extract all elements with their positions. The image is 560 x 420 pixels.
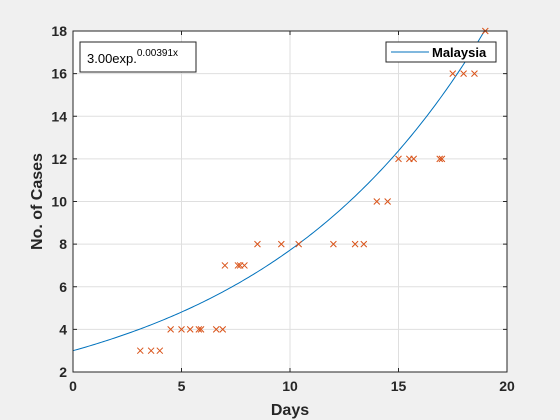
data-point: [234, 262, 242, 269]
data-point: [178, 326, 185, 333]
fit-curve-layer: [72, 30, 485, 352]
data-point: [351, 240, 359, 248]
y-tick-label: 14: [51, 108, 67, 124]
equation-annotation: 3.00exp.0.00391x: [79, 41, 197, 73]
data-point: [295, 240, 303, 248]
data-point: [373, 198, 381, 205]
data-point: [360, 240, 368, 248]
data-point: [241, 262, 248, 269]
annotation-base: 3.00exp.: [87, 51, 137, 66]
grid-lines: [73, 31, 507, 372]
data-point: [136, 347, 144, 355]
y-tick-label: 4: [59, 321, 67, 337]
legend: Malaysia: [385, 41, 497, 63]
legend-box: [385, 41, 497, 63]
legend-label-malaysia: Malaysia: [432, 45, 487, 60]
data-point: [167, 326, 175, 333]
data-point: [147, 347, 155, 355]
y-tick-label: 18: [51, 23, 67, 39]
data-point: [212, 326, 220, 333]
data-point: [395, 155, 402, 163]
y-tick-label: 16: [51, 66, 67, 82]
annotation-box: [79, 41, 197, 73]
y-tick-label: 6: [59, 279, 67, 295]
x-tick-label: 10: [282, 378, 298, 394]
annotation-exponent: 0.00391x: [137, 48, 178, 59]
data-point: [277, 240, 285, 248]
y-tick-label: 12: [51, 151, 67, 167]
data-point: [254, 240, 261, 248]
data-point: [436, 155, 444, 163]
y-tick-label: 10: [51, 194, 67, 210]
data-point: [460, 70, 467, 77]
data-point: [438, 155, 446, 163]
data-point: [186, 326, 194, 333]
data-point: [197, 326, 205, 333]
data-point: [156, 347, 164, 355]
y-tick-label: 8: [59, 236, 67, 252]
x-tick-label: 5: [178, 378, 186, 394]
data-point: [384, 198, 392, 205]
data-point: [195, 326, 203, 333]
x-tick-label: 0: [69, 378, 77, 394]
fit-curve-malaysia: [72, 30, 485, 352]
x-tick-label: 20: [499, 378, 515, 394]
y-axis-label: No. of Cases: [29, 153, 46, 250]
annotation-text: 3.00exp.0.00391x: [87, 48, 178, 66]
x-axis-label: Days: [271, 402, 309, 419]
data-point: [330, 240, 337, 248]
observation-markers: [136, 27, 489, 355]
data-point: [471, 70, 478, 77]
data-point: [449, 70, 457, 77]
axis-ticks: 0 5 10 15 20 2 4 6 8 10 12 14 16 18: [51, 23, 515, 394]
data-point: [219, 326, 227, 333]
y-tick-label: 2: [59, 364, 67, 380]
x-tick-label: 15: [391, 378, 407, 394]
data-point: [221, 262, 229, 269]
data-point: [410, 155, 418, 163]
